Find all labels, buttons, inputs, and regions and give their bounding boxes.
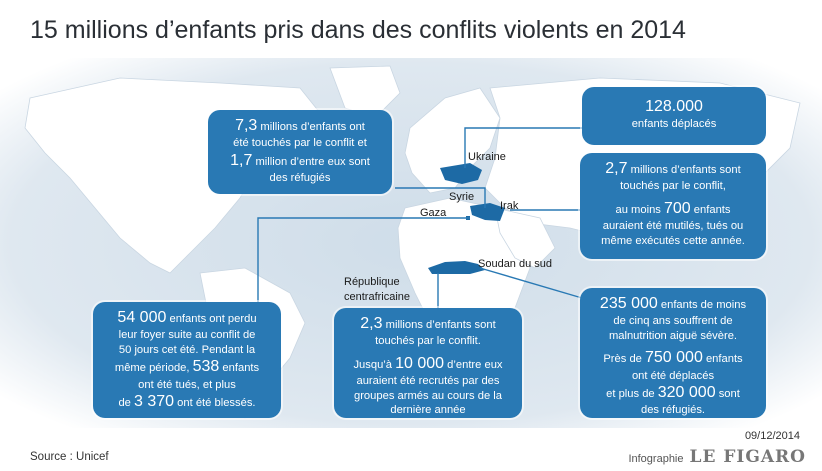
syria-text-1a: millions d’enfants ont — [257, 121, 365, 133]
iraq-number-1: 2,7 — [605, 160, 628, 177]
ukraine-number: 128.000 — [645, 98, 703, 115]
iraq-text-2b: enfants — [690, 203, 731, 216]
label-irak: Irak — [500, 200, 519, 212]
rca-number-2: 10 000 — [395, 354, 445, 372]
iraq-text-1b: touchés par le conflit, — [620, 180, 726, 193]
soudan-text-3b: sont — [715, 387, 740, 400]
label-gaza: Gaza — [420, 207, 447, 219]
syria-info-box: 7,3 millions d’enfants ont été touchés p… — [208, 110, 392, 194]
soudan-info-box: 235 000 enfants de moins de cinq ans sou… — [580, 288, 766, 418]
soudan-text-2b: enfants — [702, 353, 743, 366]
rca-text-2a: Jusqu’à — [353, 358, 396, 371]
ukraine-text: enfants déplacés — [631, 118, 717, 131]
iraq-text-2d: même exécutés cette année. — [601, 234, 745, 247]
greenland — [329, 65, 401, 119]
label-ukraine: Ukraine — [468, 151, 506, 163]
gaza-text-2c: ont été tués, et plus — [138, 378, 236, 391]
gaza-info-box: 54 000 enfants ont perdu leur foyer suit… — [93, 302, 281, 418]
soudan-number-1: 235 000 — [599, 295, 658, 312]
gaza-text-3a: de — [118, 396, 135, 409]
iraq-text-2a: au moins — [615, 203, 664, 216]
brand-logo: LE FIGARO — [689, 447, 806, 467]
gaza-number-2: 538 — [192, 358, 220, 376]
soudan-text-1b: de cinq ans souffrent de — [613, 315, 733, 328]
soudan-number-3: 320 000 — [657, 383, 716, 401]
label-syrie: Syrie — [449, 191, 475, 203]
publisher-credit: Infographie LE FIGARO — [628, 447, 806, 467]
syria-text-1b: été touchés par le conflit et — [233, 137, 367, 150]
gaza-text-1c: 50 jours cet été. Pendant la — [118, 343, 256, 356]
gaza-text-2b: enfants — [219, 362, 260, 375]
rca-text-1a: millions d’enfants sont — [382, 319, 496, 331]
rca-info-box: 2,3 millions d’enfants sont touchés par … — [334, 308, 522, 418]
ukraine-region — [440, 163, 482, 184]
iraq-text-2c: auraient été mutilés, tués ou — [602, 220, 744, 233]
rca-text-2e: dernière année — [390, 403, 466, 416]
syria-iraq-region — [470, 203, 505, 221]
connector-lines — [257, 127, 583, 308]
ukraine-info-box: 128.000 enfants déplacés — [582, 87, 766, 145]
source-credit: Source : Unicef — [30, 451, 109, 463]
soudan-number-2: 750 000 — [645, 349, 703, 367]
soudan-text-3c: des réfugiés. — [640, 404, 706, 417]
rca-text-2c: auraient été recrutés par des — [356, 375, 500, 388]
iraq-text-1a: millions d’enfants sont — [627, 164, 741, 176]
credit-label: Infographie — [628, 453, 684, 465]
rca-text-2d: groupes armés au cours de la — [353, 389, 502, 402]
label-rca-2: centrafricaine — [344, 291, 411, 303]
soudan-text-2c: ont été déplacés — [631, 369, 715, 382]
syria-text-2a: million d’entre eux sont — [252, 155, 370, 168]
iraq-info-box: 2,7 millions d’enfants sont touchés par … — [580, 153, 766, 259]
rca-text-1b: touchés par le conflit. — [375, 335, 481, 348]
rca-text-2b: d’entre eux — [444, 358, 503, 371]
gaza-text-2a: même période, — [114, 362, 193, 375]
syria-text-2b: des réfugiés — [269, 172, 331, 185]
rca-soudan-region — [428, 261, 485, 274]
page-title: 15 millions d’enfants pris dans des conf… — [30, 16, 686, 44]
label-rca-1: République — [344, 276, 400, 288]
label-soudan: Soudan du sud — [478, 258, 553, 270]
gaza-text-1b: leur foyer suite au conflit de — [118, 329, 256, 342]
arabia — [494, 207, 556, 269]
soudan-text-2a: Près de — [603, 353, 645, 366]
soudan-text-3a: et plus de — [606, 387, 658, 400]
soudan-text-1a: enfants de moins — [657, 299, 747, 311]
publication-date: 09/12/2014 — [744, 430, 800, 442]
gaza-number-1: 54 000 — [117, 309, 167, 326]
syria-number-1: 7,3 — [235, 117, 258, 134]
gaza-text-1a: enfants ont perdu — [166, 313, 257, 325]
syria-number-2: 1,7 — [230, 151, 253, 169]
gaza-number-3: 3 370 — [134, 392, 175, 410]
gaza-text-3b: ont été blessés. — [174, 396, 256, 409]
rca-number-1: 2,3 — [360, 315, 383, 332]
soudan-text-1c: malnutrition aiguë sévère. — [608, 329, 738, 342]
iraq-number-2: 700 — [664, 199, 691, 217]
